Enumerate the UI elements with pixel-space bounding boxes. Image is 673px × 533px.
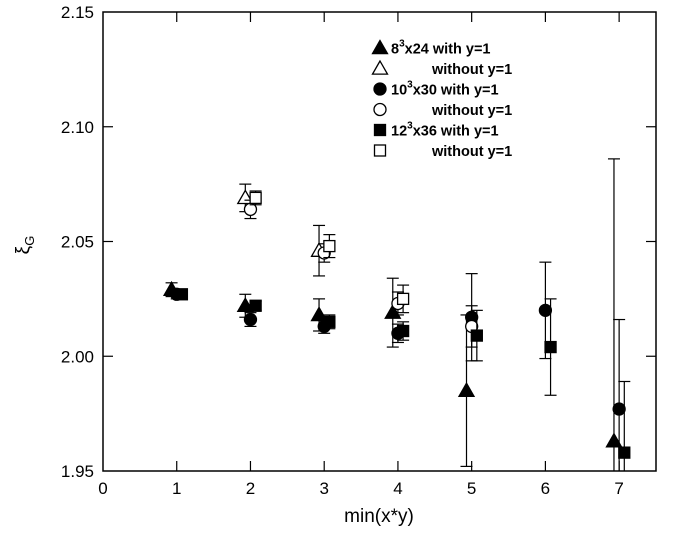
x-tick-label: 1 (172, 479, 181, 498)
legend: 83x24 with y=1 without y=1 103x30 with y=1… (371, 39, 512, 160)
legend-marker-square-filled (373, 123, 387, 137)
point-square-filled (175, 288, 189, 301)
legend-marker-triangle-open (371, 59, 389, 75)
legend-label-3: without y=1 (431, 103, 512, 119)
legend-marker-triangle-filled (371, 39, 389, 55)
legend-label-4: 123x36 with y=1 (391, 121, 499, 140)
axis-ticks (103, 12, 656, 471)
series-3 (243, 199, 479, 348)
point-circle-filled (243, 312, 258, 327)
x-tick-label: 7 (614, 479, 623, 498)
y-tick-label: 2.00 (61, 347, 94, 366)
x-tick-label: 0 (98, 479, 107, 498)
point-triangle-filled (605, 432, 623, 448)
y-axis-label-subscript: G (22, 236, 37, 246)
point-square-open (396, 292, 410, 306)
series-5 (249, 190, 410, 314)
point-square-filled (249, 299, 262, 312)
y-tick-label: 2.10 (61, 118, 94, 137)
point-triangle-filled (310, 306, 328, 322)
y-axis-label: ξG (13, 236, 37, 255)
y-tick-label: 2.15 (61, 3, 94, 22)
legend-label-1: without y=1 (431, 62, 512, 78)
point-square-filled (618, 446, 631, 459)
y-axis-label-symbol: ξ (13, 245, 34, 254)
y-tick-label: 2.05 (61, 233, 94, 252)
x-tick-label: 3 (319, 479, 328, 498)
x-tick-label: 6 (541, 479, 550, 498)
point-circle-filled (538, 303, 553, 318)
point-triangle-filled (457, 381, 476, 397)
point-square-open (249, 191, 262, 205)
legend-marker-circle-filled (373, 82, 387, 96)
x-tick-labels: 0 1 2 3 4 5 6 7 (98, 479, 624, 498)
point-square-filled (396, 324, 410, 338)
point-triangle-filled (236, 296, 254, 313)
x-axis-label: min(x*y) (344, 506, 414, 527)
legend-marker-square-open (373, 144, 387, 157)
series-4 (175, 288, 631, 471)
x-tick-label: 5 (467, 479, 476, 498)
legend-label-5: without y=1 (431, 144, 512, 160)
y-tick-label: 1.95 (61, 462, 94, 481)
x-tick-label: 4 (393, 479, 402, 498)
legend-label-2: 103x30 with y=1 (391, 80, 499, 99)
legend-marker-circle-open (373, 102, 387, 117)
data-series (162, 158, 631, 471)
y-tick-labels: 1.95 2.00 2.05 2.10 2.15 (61, 3, 94, 481)
point-square-filled (323, 315, 336, 328)
x-tick-label: 2 (246, 479, 255, 498)
legend-label-0: 83x24 with y=1 (391, 39, 490, 58)
point-square-filled (544, 340, 557, 354)
plot-frame (102, 11, 657, 472)
point-circle-filled (612, 402, 626, 416)
point-square-filled (470, 329, 483, 342)
point-square-open (323, 239, 336, 253)
